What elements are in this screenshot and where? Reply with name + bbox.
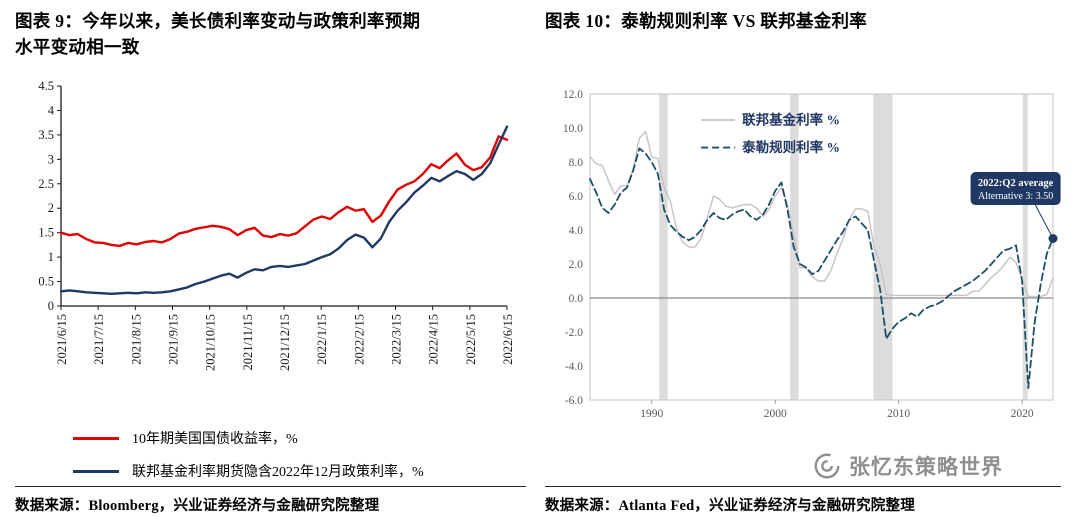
x-tick-label: 2021/6/15 [55,314,69,365]
implied-policy-rate-legend-label: 联邦基金利率期货隐含2022年12月政策利率，% [132,465,424,480]
y-tick-label: 1.5 [38,226,54,240]
annotation-connector [1034,204,1054,239]
x-tick-label: 2021/12/15 [278,314,292,371]
series-line-1 [589,147,1054,390]
annotation-line2: Alternative 3: 3.50 [978,191,1053,202]
y-tick-label: 8.0 [569,157,584,169]
series-line-0 [59,135,509,248]
annotation-line1: 2022:Q2 average [978,178,1054,189]
watermark-spiral-logo-icon [814,453,840,479]
implied-policy-rate-line-swatch [73,469,119,473]
x-tick-label: 2022/6/15 [501,314,515,365]
figure-10-title: 图表 10：泰勒规则利率 VS 联邦基金利率 [545,11,868,31]
legend-item-treasury-yield: 10年期美国国债收益率，% [73,428,424,448]
y-tick-label: 1 [48,250,54,264]
series-line-0 [589,130,1054,298]
x-tick-label: 2010 [887,408,910,420]
figure-9-source: 数据来源：Bloomberg，兴业证券经济与金融研究院整理 [15,486,526,515]
recession-band [659,94,668,400]
inside-legend-label: 泰勒规则利率 % [741,139,840,155]
annotation-box [970,172,1061,206]
watermark: 张忆东策略世界 [812,451,1003,481]
inside-legend-label: 联邦基金利率 % [742,112,840,128]
y-tick-label: 3 [48,152,54,166]
x-tick-label: 2021/8/15 [129,314,143,365]
y-tick-label: 2.5 [38,177,54,191]
y-tick-label: 4.5 [38,79,54,93]
x-tick-label: 2021/7/15 [92,314,106,365]
treasury-yield-line-swatch [73,436,119,440]
y-tick-label: 6.0 [569,191,584,203]
y-tick-label: 0 [48,299,54,313]
x-tick-label: 2021/10/15 [204,314,218,371]
y-tick-label: 12.0 [563,89,583,101]
taylor-rule-vs-fed-funds-chart: 12.0 10.0 8.0 6.0 4.0 2.0 0.0 -2.0 -4.0 -6.0 1990 2… [563,89,1061,420]
y-tick-label: 0.5 [38,275,54,289]
recession-band [1022,94,1028,400]
y-tick-label: 4.0 [569,225,584,237]
x-tick-label: 2021/11/15 [241,314,255,370]
y-tick-label: -2.0 [565,327,583,339]
y-tick-label: 3.5 [38,128,54,142]
figure-9-panel: 图表 9：今年以来，美长债利率变动与政策利率预期 水平变动相一致 0 0.5 1 1.… [15,8,530,516]
figure-9-title: 图表 9：今年以来，美长债利率变动与政策利率预期 水平变动相一致 [15,11,421,58]
treasury-yield-legend-label: 10年期美国国债收益率，% [132,432,298,447]
figure-9-legend: 10年期美国国债收益率，% 联邦基金利率期货隐含2022年12月政策利率，% [73,428,424,494]
latest-point-marker [1048,234,1058,243]
x-tick-label: 2022/2/15 [352,314,366,365]
y-tick-label: 2.0 [569,259,584,271]
x-tick-label: 2020 [1011,408,1034,420]
watermark-text: 张忆东策略世界 [849,455,1003,479]
y-tick-label: 4 [48,103,55,117]
figure-10-source: 数据来源：Atlanta Fed，兴业证券经济与金融研究院整理 [545,486,1061,515]
figure-10-panel: 图表 10：泰勒规则利率 VS 联邦基金利率 12.0 10.0 8.0 6.0 4.0… [545,8,1065,516]
x-tick-label: 2022/5/15 [464,314,478,365]
recession-band [873,94,893,400]
legend-item-implied-policy-rate: 联邦基金利率期货隐含2022年12月政策利率，% [73,461,424,481]
y-tick-label: 2 [48,201,54,215]
x-tick-label: 2000 [764,408,787,420]
x-tick-label: 2022/4/15 [427,314,441,365]
treasury-vs-policy-rate-chart: 0 0.5 1 1.5 2 2.5 3 3.5 4 4.5 2021/6/15 2021/7/15 20… [38,79,515,371]
series-line-1 [59,125,509,296]
plot-border [589,93,1054,401]
x-tick-label: 2022/3/15 [390,314,404,365]
y-tick-label: -6.0 [565,395,583,407]
y-tick-label: -4.0 [565,361,583,373]
x-tick-label: 2021/9/15 [167,314,181,365]
x-tick-label: 2022/1/15 [315,314,329,365]
y-tick-label: 10.0 [563,123,583,135]
y-tick-label: 0.0 [569,293,584,305]
x-tick-label: 1990 [640,408,663,420]
